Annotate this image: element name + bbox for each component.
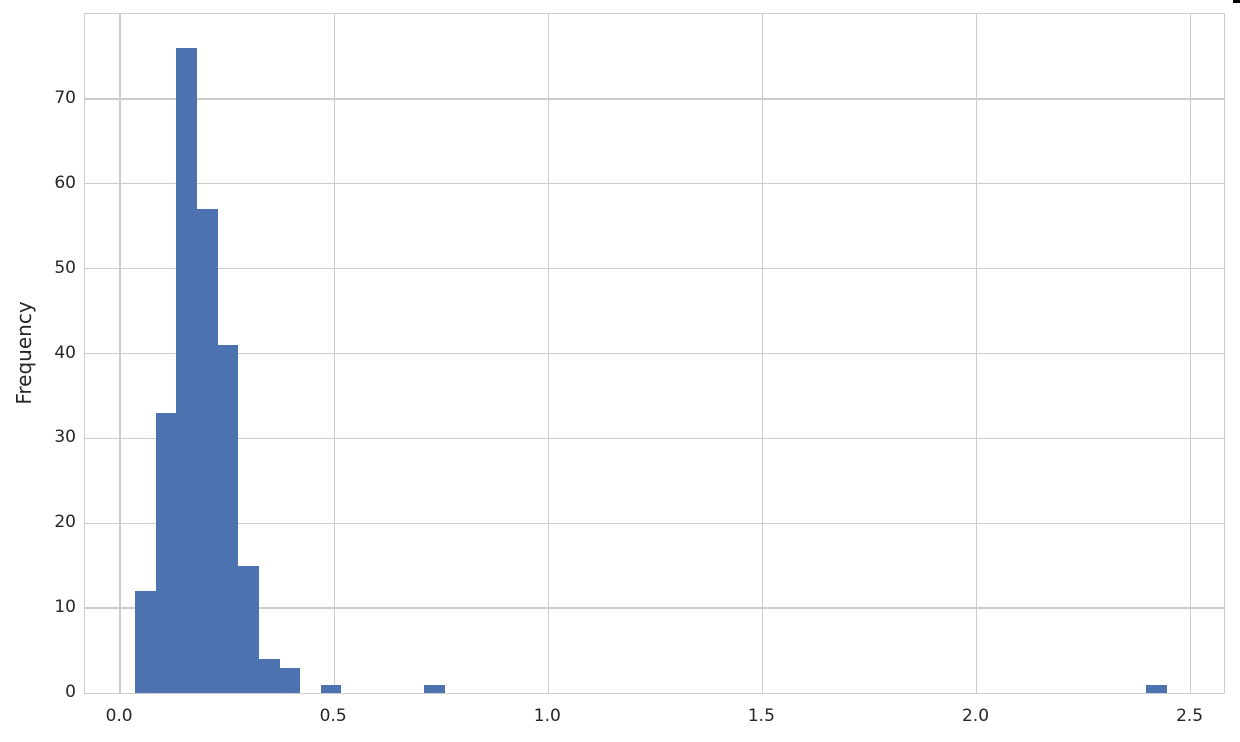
y-gridline: [85, 607, 1224, 609]
y-gridline: [85, 522, 1224, 524]
y-tick-label: 10: [54, 597, 76, 618]
y-axis-title: Frequency: [12, 301, 36, 405]
x-tick-label: 2.5: [1176, 706, 1204, 726]
x-gridline: [975, 14, 978, 693]
x-tick-label: 1.5: [747, 706, 775, 726]
histogram-bar: [176, 47, 197, 693]
y-tick-label: 70: [54, 87, 76, 108]
y-gridline: [85, 352, 1224, 355]
histogram-bar: [424, 684, 445, 693]
histogram-bar: [1146, 684, 1168, 693]
x-gridline: [333, 14, 335, 693]
y-gridline: [85, 437, 1224, 440]
y-tick-label: 0: [65, 682, 76, 702]
histogram-bar: [197, 209, 218, 693]
x-tick-label: 0.0: [105, 706, 133, 726]
x-tick-label: 1.0: [533, 706, 561, 726]
histogram-bar: [155, 412, 177, 693]
plot-area: [84, 13, 1225, 694]
histogram-bar: [238, 565, 259, 693]
x-gridline: [547, 14, 549, 693]
histogram-bar: [279, 667, 301, 693]
x-gridline: [119, 14, 121, 693]
histogram-bar: [320, 684, 342, 693]
corner-artifact: [1233, 0, 1240, 3]
histogram-bar: [135, 591, 156, 693]
x-gridline: [1189, 14, 1192, 693]
x-gridline: [761, 14, 764, 693]
histogram-bar: [258, 659, 280, 693]
x-tick-label: 0.5: [319, 706, 347, 726]
y-gridline: [85, 267, 1224, 270]
y-tick-label: 60: [54, 172, 76, 193]
y-gridline: [85, 98, 1224, 100]
y-tick-label: 30: [54, 427, 76, 448]
y-tick-label: 50: [54, 257, 76, 278]
y-tick-label: 20: [54, 512, 76, 533]
y-tick-label: 40: [54, 342, 76, 363]
x-tick-label: 2.0: [961, 706, 990, 726]
y-gridline: [85, 183, 1224, 185]
histogram-bar: [217, 345, 239, 693]
